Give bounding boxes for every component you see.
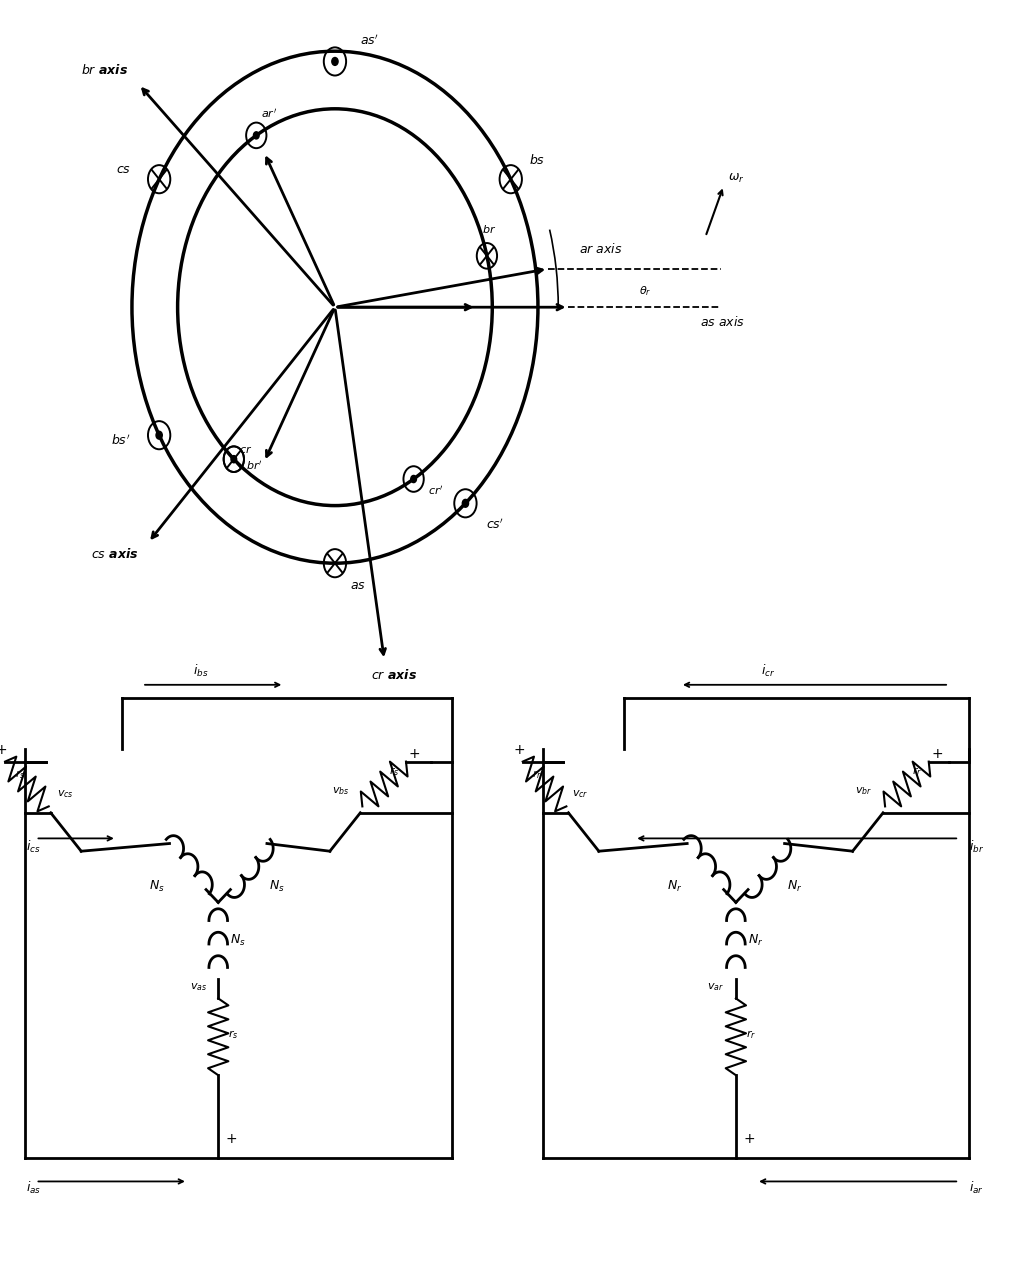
Text: $i_{cs}$: $i_{cs}$ <box>26 840 41 855</box>
Text: $br$ axis: $br$ axis <box>81 63 129 77</box>
Text: $v_{as}$: $v_{as}$ <box>190 982 207 993</box>
Text: $N_r$: $N_r$ <box>667 878 682 893</box>
Circle shape <box>254 132 259 140</box>
Text: $cs'$: $cs'$ <box>486 517 504 532</box>
Text: $v_{cs}$: $v_{cs}$ <box>57 788 73 800</box>
Text: $ar'$: $ar'$ <box>262 106 277 120</box>
Circle shape <box>231 456 236 463</box>
Text: $+$: $+$ <box>931 746 943 760</box>
Text: $v_{br}$: $v_{br}$ <box>855 786 872 797</box>
Text: $bs$: $bs$ <box>529 152 545 166</box>
Text: $+$: $+$ <box>0 742 7 756</box>
Text: $N_s$: $N_s$ <box>149 878 164 893</box>
Text: $ar$ axis: $ar$ axis <box>579 242 622 256</box>
Text: $+$: $+$ <box>408 746 420 760</box>
Text: $r_r$: $r_r$ <box>532 768 543 781</box>
Text: $+$: $+$ <box>225 1132 238 1146</box>
Text: $+$: $+$ <box>513 742 525 756</box>
Text: $i_{cr}$: $i_{cr}$ <box>761 663 775 678</box>
Text: $\theta_r$: $\theta_r$ <box>639 284 652 298</box>
Text: $r_r$: $r_r$ <box>746 1028 756 1041</box>
Text: $i_{ar}$: $i_{ar}$ <box>969 1180 985 1196</box>
Text: $br'$: $br'$ <box>246 458 262 472</box>
Text: $N_r$: $N_r$ <box>787 878 802 893</box>
Text: $r_r$: $r_r$ <box>911 764 923 777</box>
Text: $+$: $+$ <box>743 1132 755 1146</box>
Text: $\omega_r$: $\omega_r$ <box>728 172 744 184</box>
Text: $br$: $br$ <box>482 223 496 234</box>
Circle shape <box>156 431 162 439</box>
Text: $r_s$: $r_s$ <box>228 1028 239 1041</box>
Text: $cr$ axis: $cr$ axis <box>371 668 417 682</box>
Text: $r_s$: $r_s$ <box>389 764 400 777</box>
Text: $cr$: $cr$ <box>239 444 252 454</box>
Text: $N_s$: $N_s$ <box>230 933 246 948</box>
Text: $v_{bs}$: $v_{bs}$ <box>332 786 349 797</box>
Text: $as$ axis: $as$ axis <box>700 315 745 329</box>
Text: $bs'$: $bs'$ <box>112 434 131 448</box>
Text: $as'$: $as'$ <box>360 33 380 47</box>
Text: $v_{ar}$: $v_{ar}$ <box>707 982 725 993</box>
Text: $as$: $as$ <box>350 579 366 591</box>
Text: $cr'$: $cr'$ <box>428 484 444 497</box>
Text: $N_s$: $N_s$ <box>269 878 284 893</box>
Text: $r_s$: $r_s$ <box>15 768 25 781</box>
Text: $v_{cr}$: $v_{cr}$ <box>572 788 589 800</box>
Circle shape <box>411 475 416 483</box>
Text: $i_{bs}$: $i_{bs}$ <box>193 663 208 678</box>
Circle shape <box>462 499 469 507</box>
Text: $cs$: $cs$ <box>116 163 131 175</box>
Text: $cs$ axis: $cs$ axis <box>90 547 138 561</box>
Text: $i_{br}$: $i_{br}$ <box>969 840 985 855</box>
Text: $N_r$: $N_r$ <box>748 933 763 948</box>
Text: $i_{as}$: $i_{as}$ <box>26 1180 42 1196</box>
Circle shape <box>332 58 338 65</box>
